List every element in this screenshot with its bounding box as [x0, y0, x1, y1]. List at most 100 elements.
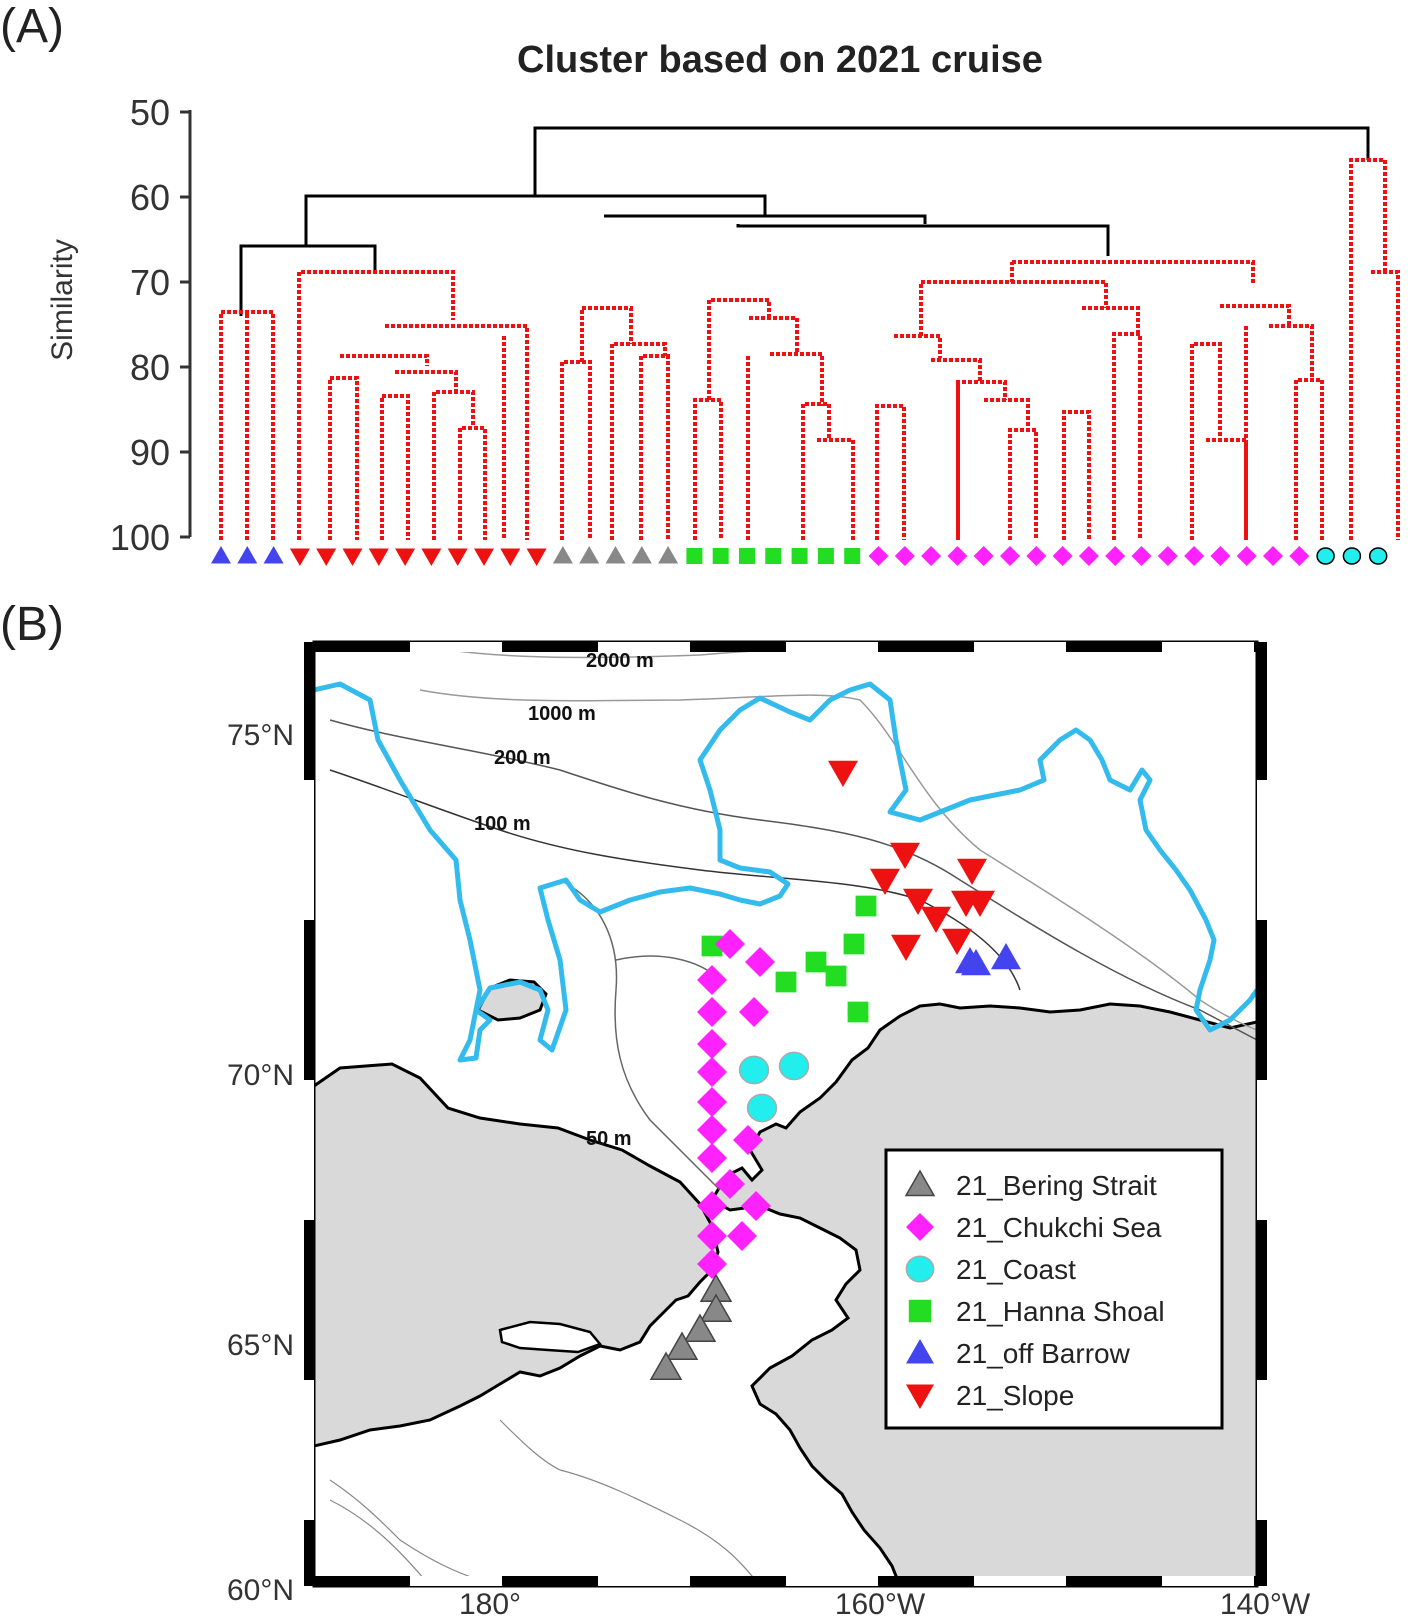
leaf-marker-chukchi-sea — [1210, 546, 1231, 566]
leaf-marker-chukchi-sea — [1236, 546, 1257, 566]
leaf-marker-hanna-shoal — [791, 548, 808, 564]
leaf-marker-chukchi-sea — [1131, 546, 1152, 566]
leaf-marker-chukchi-sea — [973, 546, 994, 566]
leaf-marker-chukchi-sea — [947, 546, 968, 566]
station-chukchi-sea — [697, 1057, 727, 1087]
station-hanna-shoal — [825, 965, 847, 987]
station-slope — [828, 760, 858, 787]
leaf-marker-chukchi-sea — [1184, 546, 1205, 566]
leaf-marker-coast — [1316, 547, 1335, 565]
lon-label-160w: 160°W — [835, 1588, 926, 1616]
dendrogram-black-branches — [239, 126, 1370, 316]
station-hanna-shoal — [855, 895, 877, 917]
station-chukchi-sea — [733, 1125, 763, 1155]
station-bering-strait — [699, 1293, 733, 1322]
leaf-marker-slope — [447, 548, 468, 566]
leaf-marker-hanna-shoal — [844, 548, 861, 564]
station-chukchi-sea — [697, 1029, 727, 1059]
station-coast — [778, 1051, 810, 1081]
station-bering-strait — [665, 1331, 699, 1360]
station-chukchi-sea — [697, 1115, 727, 1145]
lon-label-140w: 140°W — [1220, 1588, 1311, 1616]
station-coast — [738, 1055, 770, 1085]
leaf-marker-chukchi-sea — [921, 546, 942, 566]
leaf-marker-slope — [368, 548, 389, 566]
leaf-marker-chukchi-sea — [894, 546, 915, 566]
y-tick-50: 50 — [130, 92, 170, 133]
leaf-marker-hanna-shoal — [817, 548, 834, 564]
map-frame-ticks — [304, 642, 1267, 1586]
leaf-marker-hanna-shoal — [712, 548, 729, 564]
station-bering-strait — [683, 1313, 717, 1342]
y-tick-60: 60 — [130, 177, 170, 218]
leaf-marker-slope — [526, 548, 547, 566]
leaf-marker-bering-strait — [552, 546, 573, 564]
leaf-marker-bering-strait — [605, 546, 626, 564]
leaf-marker-slope — [500, 548, 521, 566]
leaf-marker-off-barrow — [263, 546, 284, 564]
legend-marker-chukchi-sea — [906, 1213, 934, 1241]
lat-label-60: 60°N — [227, 1574, 294, 1607]
station-markers — [649, 760, 1021, 1380]
leaf-marker-chukchi-sea — [1052, 546, 1073, 566]
leaf-marker-chukchi-sea — [1289, 546, 1310, 566]
station-hanna-shoal — [843, 933, 865, 955]
legend-markers — [904, 1169, 936, 1409]
station-slope — [870, 868, 900, 895]
map-legend: 21_Bering Strait 21_Chukchi Sea 21_Coast… — [884, 1148, 1224, 1430]
leaf-marker-slope — [316, 548, 337, 566]
leaf-marker-slope — [342, 548, 363, 566]
y-tick-90: 90 — [130, 432, 170, 473]
station-hanna-shoal — [805, 951, 827, 973]
contour-label-2000: 2000 m — [586, 650, 654, 672]
lat-label-75: 75°N — [227, 719, 294, 752]
leaf-marker-bering-strait — [579, 546, 600, 564]
panel-a-label: (A) — [0, 0, 64, 53]
station-off-barrow — [961, 949, 991, 976]
legend-label-coast: 21_Coast — [956, 1254, 1076, 1285]
station-slope — [957, 858, 987, 885]
y-tick-100: 100 — [110, 517, 170, 558]
leaf-marker-chukchi-sea — [1078, 546, 1099, 566]
contour-label-200: 200 m — [494, 747, 551, 769]
station-slope — [965, 890, 995, 917]
leaf-marker-hanna-shoal — [686, 548, 703, 564]
leaf-marker-chukchi-sea — [1105, 546, 1126, 566]
leaf-marker-chukchi-sea — [1026, 546, 1047, 566]
station-hanna-shoal — [701, 935, 723, 957]
contour-label-1000: 1000 m — [528, 703, 596, 725]
station-coast — [746, 1093, 778, 1123]
land-island — [498, 1320, 603, 1354]
leaf-marker-coast — [1368, 547, 1388, 565]
y-axis: 50 60 70 80 90 100 — [110, 92, 192, 558]
lat-label-70: 70°N — [227, 1059, 294, 1092]
leaf-marker-hanna-shoal — [739, 548, 755, 564]
legend-box — [884, 1148, 1224, 1430]
station-chukchi-sea — [697, 997, 727, 1027]
station-chukchi-sea — [697, 965, 727, 995]
station-chukchi-sea — [741, 1191, 771, 1221]
legend-label-bering-strait: 21_Bering Strait — [956, 1170, 1157, 1201]
legend-marker-bering-strait — [904, 1169, 936, 1197]
station-chukchi-sea — [697, 1191, 727, 1221]
sea-ice-edge — [314, 681, 1257, 1063]
land-chukotka — [314, 1062, 720, 1448]
legend-marker-hanna-shoal — [908, 1299, 932, 1323]
station-slope — [921, 906, 951, 933]
legend-marker-slope — [906, 1384, 934, 1409]
dendrogram-title: Cluster based on 2021 cruise — [517, 39, 1043, 81]
station-chukchi-sea — [697, 1249, 727, 1279]
dendrogram-red-branches — [219, 158, 1400, 540]
lat-label-65: 65°N — [227, 1329, 294, 1362]
leaf-marker-chukchi-sea — [1157, 546, 1178, 566]
y-axis-label: Similarity — [46, 239, 79, 361]
leaf-marker-chukchi-sea — [868, 546, 889, 566]
station-slope — [942, 928, 972, 955]
leaf-marker-slope — [421, 548, 442, 566]
legend-label-hanna-shoal: 21_Hanna Shoal — [956, 1296, 1165, 1327]
station-chukchi-sea — [697, 1143, 727, 1173]
contour-label-50: 50 m — [586, 1128, 632, 1150]
station-hanna-shoal — [847, 1001, 869, 1023]
station-bering-strait — [649, 1351, 683, 1380]
